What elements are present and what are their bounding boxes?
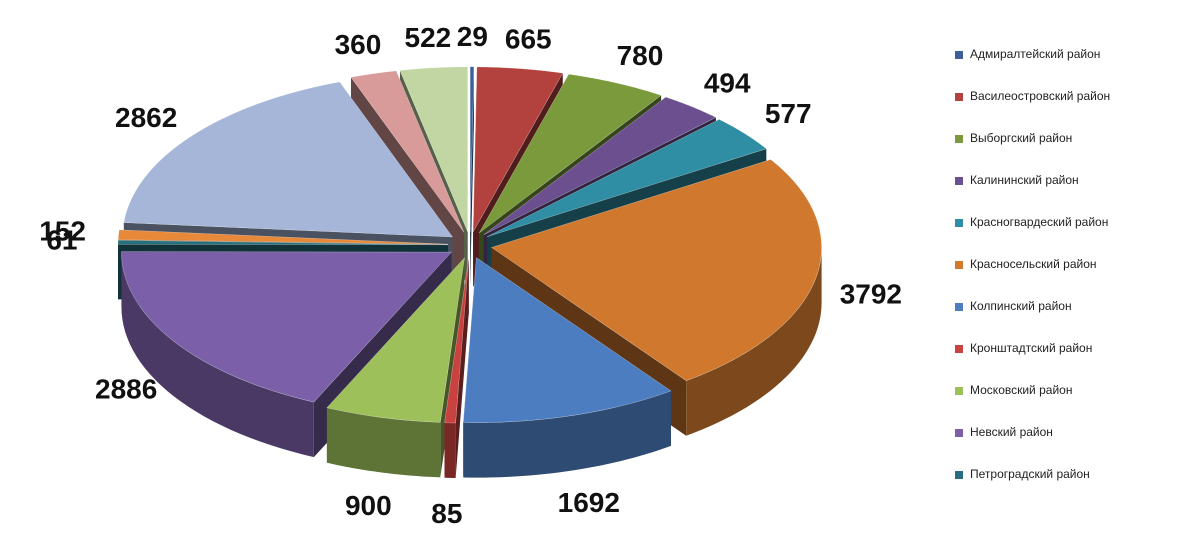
legend-swatch — [955, 135, 963, 143]
slice — [478, 73, 662, 234]
data-label: 577 — [765, 98, 812, 129]
slice — [472, 66, 564, 233]
slice — [123, 81, 454, 238]
slice-tops — [117, 66, 822, 424]
legend-swatch — [955, 51, 963, 59]
legend-swatch — [955, 177, 963, 185]
slice — [487, 119, 767, 237]
data-label: 522 — [405, 22, 452, 53]
data-label: 780 — [617, 40, 664, 71]
legend-label: Красногвардеский район — [970, 215, 1108, 229]
data-label: 3792 — [840, 278, 902, 309]
slice — [444, 258, 470, 424]
slice — [350, 70, 465, 233]
data-label: 665 — [505, 23, 552, 54]
legend-label: Адмиралтейский район — [970, 47, 1100, 61]
legend-swatch — [955, 93, 963, 101]
legend-swatch — [955, 387, 963, 395]
slice-wall — [470, 66, 474, 287]
data-label: 900 — [345, 490, 392, 521]
data-label: 152 — [39, 216, 86, 247]
legend-label: Красносельский район — [970, 257, 1097, 271]
legend-label: Выборгский район — [970, 131, 1072, 145]
legend-label: Калининский район — [970, 173, 1079, 187]
legend-swatch — [955, 219, 963, 227]
legend-swatch — [955, 429, 963, 437]
slice — [117, 229, 449, 245]
data-label: 2862 — [115, 102, 177, 133]
legend-swatch — [955, 345, 963, 353]
legend-swatch — [955, 261, 963, 269]
data-label: 61 — [46, 224, 77, 255]
slice — [462, 257, 672, 423]
data-label: 1692 — [558, 487, 620, 518]
slice — [399, 66, 468, 232]
legend-label: Петроградский район — [970, 467, 1090, 481]
slice-side — [444, 422, 456, 479]
slice-side — [326, 407, 441, 478]
data-label: 2886 — [95, 374, 157, 405]
data-label: 85 — [431, 498, 462, 529]
slice — [326, 257, 465, 423]
data-label: 29 — [457, 21, 488, 52]
legend-swatch — [955, 303, 963, 311]
slice-side — [686, 247, 822, 436]
legend-label: Московский район — [970, 383, 1072, 397]
data-label: 360 — [335, 29, 382, 60]
slice — [469, 66, 475, 232]
data-label: 494 — [704, 67, 751, 98]
legend-swatch — [955, 471, 963, 479]
legend-label: Невский район — [970, 425, 1053, 439]
legend-label: Василеостровский район — [970, 89, 1110, 103]
slice — [121, 251, 453, 403]
legend-label: Кронштадтский район — [970, 341, 1092, 355]
slice — [491, 159, 822, 382]
slice — [483, 96, 717, 235]
legend-label: Колпинский район — [970, 299, 1072, 313]
slice — [117, 240, 449, 246]
slice-side — [463, 390, 671, 478]
slice-side — [121, 252, 314, 458]
